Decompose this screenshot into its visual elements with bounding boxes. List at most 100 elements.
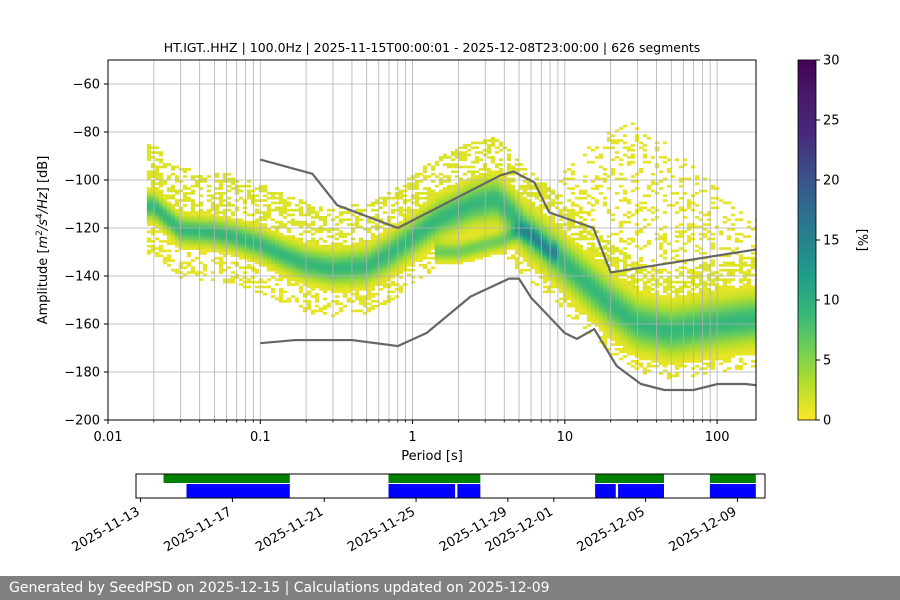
heat-cell [218, 211, 224, 214]
heat-cell [630, 321, 636, 325]
heat-cell [626, 340, 632, 344]
heat-cell [478, 182, 484, 186]
heat-cell [290, 235, 296, 238]
heat-cell [494, 204, 500, 207]
heat-cell [202, 216, 208, 219]
heat-cell [634, 326, 640, 330]
heat-cell [442, 261, 448, 265]
heat-cell [602, 314, 608, 318]
heat-cell [586, 211, 592, 214]
heat-cell [594, 146, 600, 150]
heat-cell [294, 261, 300, 265]
heat-cell [446, 208, 452, 212]
heat-cell [446, 175, 452, 178]
heat-cell [554, 249, 560, 253]
heat-cell [406, 211, 412, 214]
heat-cell [410, 187, 416, 190]
heat-cell [190, 213, 196, 217]
heat-cell [398, 259, 404, 262]
heat-cell [394, 187, 400, 190]
heat-cell [530, 192, 536, 195]
heat-cell [686, 324, 692, 327]
heat-cell [550, 276, 556, 279]
heat-cell [378, 261, 384, 265]
heat-cell [594, 184, 600, 188]
heat-cell [666, 302, 672, 306]
heat-cell [694, 338, 700, 342]
heat-cell [262, 223, 268, 226]
heat-cell [510, 206, 516, 210]
heat-cell [310, 264, 316, 267]
heat-cell [490, 220, 496, 224]
heat-cell [358, 266, 364, 270]
heat-cell [686, 345, 692, 349]
heat-cell [558, 242, 564, 246]
heat-cell [194, 230, 200, 234]
heat-cell [686, 348, 692, 351]
heat-cell [622, 266, 628, 270]
heat-cell [654, 307, 660, 310]
heat-cell [322, 271, 328, 274]
heat-cell [614, 283, 620, 286]
heat-cell [466, 184, 472, 188]
heat-cell [686, 302, 692, 306]
heat-cell [670, 175, 676, 178]
heat-cell [570, 288, 576, 291]
heat-cell [270, 261, 276, 265]
heat-cell [570, 302, 576, 306]
heat-cell [686, 177, 692, 181]
heat-cell [546, 201, 552, 205]
heat-cell [682, 177, 688, 181]
heat-cell [602, 316, 608, 320]
heat-cell [598, 240, 604, 243]
heat-cell [598, 165, 604, 169]
heat-cell [338, 220, 344, 224]
heat-cell [522, 211, 528, 214]
heat-cell [206, 175, 212, 178]
heat-cell [358, 244, 364, 248]
heat-cell [366, 228, 372, 231]
heat-cell [258, 244, 264, 248]
heat-cell [438, 240, 444, 243]
heat-cell [630, 360, 636, 363]
heat-cell [582, 235, 588, 238]
heat-cell [270, 264, 276, 267]
heat-cell [626, 216, 632, 219]
heat-cell [226, 172, 232, 176]
heat-cell [570, 223, 576, 226]
heat-cell [666, 271, 672, 274]
heat-cell [622, 297, 628, 301]
heat-cell [190, 192, 196, 195]
heat-cell [690, 201, 696, 205]
heat-cell [274, 242, 280, 246]
heat-cell [230, 252, 236, 255]
heat-cell [334, 273, 340, 277]
heat-cell [606, 292, 612, 296]
heat-cell [222, 254, 228, 258]
heat-cell [198, 201, 204, 205]
heat-cell [358, 276, 364, 279]
heat-cell [494, 180, 500, 183]
heat-cell [362, 249, 368, 253]
heat-cell [290, 237, 296, 241]
heat-cell [506, 168, 512, 171]
heat-cell [690, 331, 696, 334]
heat-cell [158, 225, 164, 229]
heat-cell [306, 208, 312, 212]
heat-cell [614, 309, 620, 313]
heat-cell [622, 220, 628, 224]
heat-cell [550, 228, 556, 231]
heat-cell [510, 230, 516, 234]
heat-cell [154, 206, 160, 210]
heat-cell [374, 264, 380, 267]
heat-cell [618, 259, 624, 262]
heat-cell [294, 268, 300, 272]
heat-cell [210, 247, 216, 250]
heat-cell [158, 189, 164, 193]
heat-cell [198, 211, 204, 214]
heat-cell [354, 280, 360, 284]
heat-cell [606, 283, 612, 286]
heat-cell [146, 156, 152, 159]
heat-cell [554, 252, 560, 255]
heat-cell [494, 244, 500, 248]
